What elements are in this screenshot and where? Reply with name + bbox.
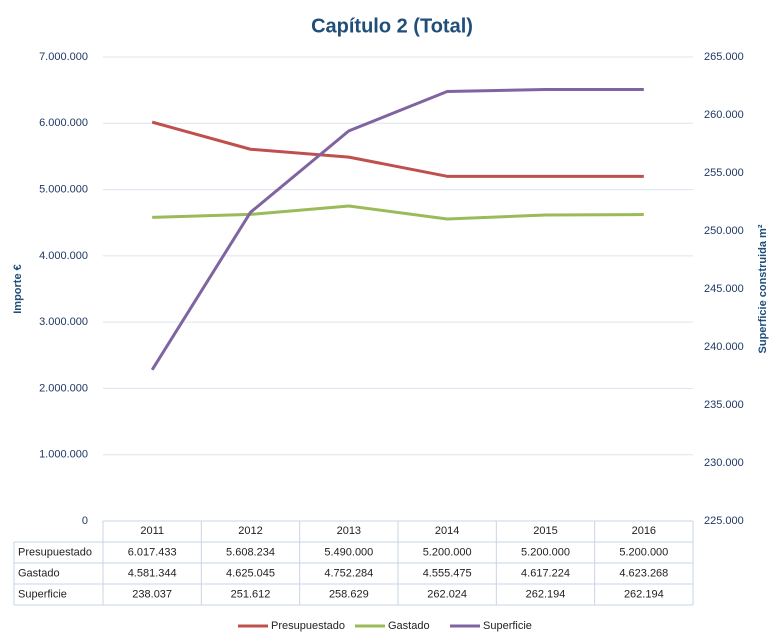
series-line — [152, 204, 644, 221]
x-tick-label: 2011 — [140, 525, 164, 537]
y2-tick-label: 250.000 — [704, 225, 744, 237]
y-tick-label: 0 — [82, 515, 88, 527]
x-tick-label: 2015 — [533, 525, 557, 537]
y-tick-label: 5.000.000 — [39, 183, 88, 195]
chart-title: Capítulo 2 (Total) — [311, 15, 473, 37]
table-cell: 5.200.000 — [423, 546, 472, 558]
x-tick-label: 2012 — [238, 525, 262, 537]
series-line — [151, 120, 644, 178]
table-row-label: Gastado — [18, 567, 60, 579]
y-tick-label: 2.000.000 — [39, 382, 88, 394]
table-cell: 238.037 — [132, 588, 172, 600]
legend-label: Gastado — [388, 620, 430, 632]
legend-label: Presupuestado — [271, 620, 345, 632]
table-row-label: Superficie — [18, 588, 67, 600]
y2-axis-title: Superficie construida m² — [757, 224, 769, 353]
y2-tick-label: 230.000 — [704, 457, 744, 469]
y2-tick-label: 245.000 — [704, 283, 744, 295]
y2-tick-label: 235.000 — [704, 399, 744, 411]
x-tick-label: 2016 — [632, 525, 656, 537]
y-tick-label: 4.000.000 — [39, 250, 88, 262]
y2-tick-label: 225.000 — [704, 515, 744, 527]
x-tick-label: 2013 — [337, 525, 361, 537]
y2-tick-label: 240.000 — [704, 341, 744, 353]
table-row-label: Presupuestado — [18, 546, 92, 558]
table-cell: 4.752.284 — [324, 567, 373, 579]
y-tick-label: 1.000.000 — [39, 449, 88, 461]
y2-tick-label: 255.000 — [704, 167, 744, 179]
table-cell: 5.200.000 — [521, 546, 570, 558]
table-cell: 4.625.045 — [226, 567, 275, 579]
y2-tick-label: 265.000 — [704, 51, 744, 63]
table-cell: 262.024 — [427, 588, 467, 600]
y-tick-label: 7.000.000 — [39, 51, 88, 63]
table-cell: 262.194 — [624, 588, 664, 600]
table-cell: 251.612 — [231, 588, 271, 600]
table-cell: 6.017.433 — [128, 546, 177, 558]
x-tick-label: 2014 — [435, 525, 459, 537]
table-cell: 5.200.000 — [619, 546, 668, 558]
table-cell: 262.194 — [526, 588, 566, 600]
y-tick-label: 6.000.000 — [39, 117, 88, 129]
series-line — [150, 88, 644, 371]
table-cell: 4.555.475 — [423, 567, 472, 579]
table-cell: 258.629 — [329, 588, 369, 600]
table-cell: 5.490.000 — [324, 546, 373, 558]
legend-label: Superficie — [483, 620, 532, 632]
y-axis-title: Importe € — [12, 264, 24, 314]
y-tick-label: 3.000.000 — [39, 316, 88, 328]
table-cell: 5.608.234 — [226, 546, 275, 558]
y2-tick-label: 260.000 — [704, 109, 744, 121]
table-cell: 4.617.224 — [521, 567, 570, 579]
table-cell: 4.581.344 — [128, 567, 177, 579]
table-cell: 4.623.268 — [619, 567, 668, 579]
